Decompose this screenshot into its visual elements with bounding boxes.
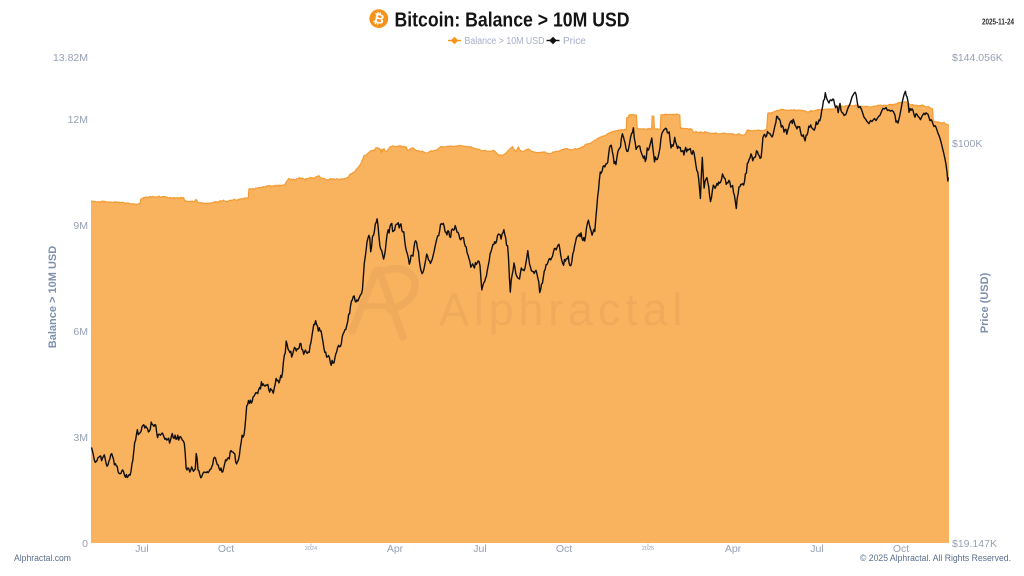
svg-text:6M: 6M: [73, 326, 88, 338]
svg-text:13.82M: 13.82M: [53, 52, 88, 64]
svg-text:Oct: Oct: [893, 543, 909, 555]
svg-text:2025: 2025: [642, 546, 654, 552]
svg-text:0: 0: [82, 538, 88, 550]
svg-text:₿: ₿: [372, 10, 386, 27]
svg-text:© 2025 Alphractal. All Rights: © 2025 Alphractal. All Rights Reserved.: [860, 553, 1011, 564]
svg-text:Balance > 10M USD: Balance > 10M USD: [465, 36, 545, 47]
svg-text:Alphractal.com: Alphractal.com: [14, 553, 71, 564]
svg-text:$19.147K: $19.147K: [952, 538, 997, 550]
svg-text:Price (USD): Price (USD): [979, 272, 991, 333]
svg-text:Oct: Oct: [218, 543, 234, 555]
svg-text:Jul: Jul: [810, 543, 823, 555]
svg-text:Apr: Apr: [387, 543, 404, 555]
svg-text:9M: 9M: [73, 220, 88, 232]
svg-text:2025-11-24: 2025-11-24: [982, 17, 1014, 27]
svg-text:3M: 3M: [73, 432, 88, 444]
svg-text:Alphractal: Alphractal: [439, 284, 687, 335]
svg-text:$144.056K: $144.056K: [952, 52, 1003, 64]
svg-text:Apr: Apr: [725, 543, 742, 555]
svg-text:Price: Price: [563, 36, 586, 47]
svg-text:12M: 12M: [68, 114, 88, 126]
svg-text:$100K: $100K: [952, 138, 982, 150]
svg-text:Bitcoin: Balance > 10M USD: Bitcoin: Balance > 10M USD: [395, 8, 630, 31]
svg-text:2024: 2024: [305, 546, 317, 552]
svg-text:Balance > 10M USD: Balance > 10M USD: [47, 246, 59, 348]
svg-text:Jul: Jul: [135, 543, 148, 555]
svg-text:Jul: Jul: [473, 543, 486, 555]
svg-text:Oct: Oct: [556, 543, 572, 555]
